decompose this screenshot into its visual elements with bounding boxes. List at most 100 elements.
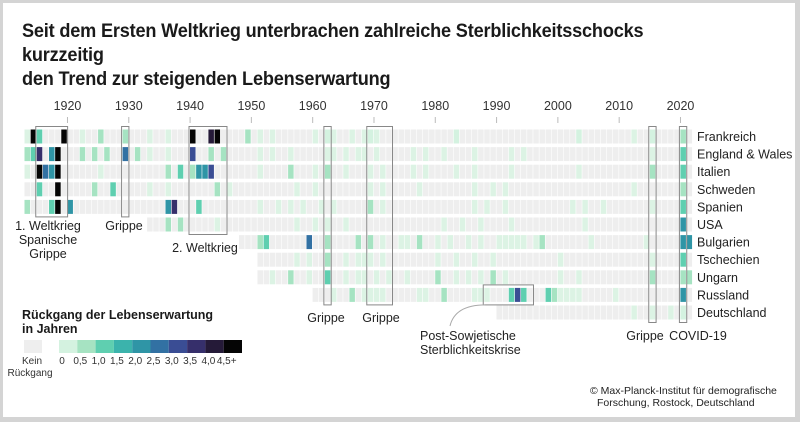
heatmap-cell [625, 270, 631, 285]
heatmap-cell [398, 252, 404, 267]
heatmap-cell [490, 252, 496, 267]
heatmap-cell [508, 252, 515, 267]
heatmap-cell [570, 147, 576, 162]
heatmap-cell [570, 252, 576, 267]
heatmap-cell [612, 199, 619, 214]
heatmap-cell [471, 182, 478, 197]
heatmap-cell [545, 252, 552, 267]
copyright-credit: © Max-Planck-Institut für demografische … [590, 385, 777, 409]
heatmap-cells [24, 129, 693, 320]
heatmap-cell [527, 305, 533, 320]
heatmap-cell [147, 199, 153, 214]
chart-title-line-1: Seit dem Ersten Weltkrieg unterbrachen z… [22, 20, 644, 66]
heatmap-cell [171, 129, 178, 144]
heatmap-cell [668, 235, 674, 250]
heatmap-cell [502, 235, 509, 250]
heatmap-cell [649, 287, 656, 302]
row-label: Russland [697, 288, 749, 302]
heatmap-cell [521, 287, 527, 302]
heatmap-cell [55, 199, 61, 214]
heatmap-cell [606, 199, 613, 214]
heatmap-cell [563, 182, 570, 197]
heatmap-cell [202, 164, 208, 179]
heatmap-cell [637, 305, 644, 320]
heatmap-cell [539, 164, 545, 179]
heatmap-cell [570, 235, 576, 250]
heatmap-cell [478, 147, 484, 162]
heatmap-cell [245, 129, 251, 144]
heatmap-cell [514, 129, 521, 144]
heatmap-cell [502, 252, 509, 267]
heatmap-cell [171, 164, 178, 179]
annotation-flu1962: Grippe [307, 126, 345, 325]
heatmap-cell [631, 252, 637, 267]
heatmap-cell [582, 305, 588, 320]
heatmap-cell [220, 129, 227, 144]
heatmap-cell [582, 182, 588, 197]
heatmap-cell [300, 252, 306, 267]
heatmap-cell [318, 147, 325, 162]
heatmap-cell [73, 182, 80, 197]
heatmap-cell [153, 217, 159, 232]
heatmap-cell [422, 270, 429, 285]
heatmap-cell [435, 182, 441, 197]
heatmap-cell [61, 182, 67, 197]
heatmap-cell [655, 305, 662, 320]
x-tick-label: 1930 [115, 99, 143, 113]
heatmap-cell [422, 287, 429, 302]
heatmap-cell [343, 287, 349, 302]
heatmap-cell [447, 217, 453, 232]
heatmap-cell [24, 129, 31, 144]
heatmap-cell [625, 147, 631, 162]
heatmap-cell [429, 270, 435, 285]
legend-bin-label: 4,0 [201, 356, 215, 367]
heatmap-cell [177, 129, 184, 144]
heatmap-cell [570, 129, 576, 144]
heatmap-cell [582, 270, 588, 285]
heatmap-cell [422, 164, 429, 179]
heatmap-cell [490, 147, 496, 162]
annotation-box [121, 126, 130, 218]
heatmap-cell [680, 147, 686, 162]
heatmap-cell [159, 147, 165, 162]
heatmap-cell [232, 164, 239, 179]
heatmap-cell [453, 199, 460, 214]
heatmap-cell [441, 199, 447, 214]
heatmap-cell [349, 147, 355, 162]
heatmap-cell [416, 217, 423, 232]
heatmap-cell [533, 164, 539, 179]
heatmap-cell [533, 199, 539, 214]
heatmap-cell [226, 164, 233, 179]
heatmap-cell [275, 270, 282, 285]
heatmap-cell [79, 164, 86, 179]
heatmap-cell [263, 164, 270, 179]
heatmap-cell [545, 182, 552, 197]
heatmap-cell [190, 129, 196, 144]
heatmap-cell [471, 217, 478, 232]
heatmap-cell [355, 217, 362, 232]
heatmap-cell [557, 129, 564, 144]
heatmap-cell [49, 164, 55, 179]
heatmap-cell [306, 129, 313, 144]
heatmap-cell [600, 305, 607, 320]
heatmap-cell [398, 270, 404, 285]
heatmap-cell [453, 217, 460, 232]
legend-swatch [77, 340, 96, 353]
heatmap-cell [42, 182, 49, 197]
heatmap-cell [275, 147, 282, 162]
heatmap-cell [104, 147, 110, 162]
heatmap-cell [459, 287, 466, 302]
heatmap-cell [337, 164, 343, 179]
heatmap-row [239, 235, 693, 250]
heatmap-cell [128, 164, 135, 179]
heatmap-cell [98, 129, 104, 144]
heatmap-cell [447, 235, 453, 250]
heatmap-cell [49, 129, 55, 144]
heatmap-cell [116, 182, 122, 197]
heatmap-cell [514, 252, 521, 267]
heatmap-cell [202, 217, 208, 232]
heatmap-cell [67, 147, 73, 162]
heatmap-cell [349, 252, 355, 267]
heatmap-cell [649, 217, 656, 232]
